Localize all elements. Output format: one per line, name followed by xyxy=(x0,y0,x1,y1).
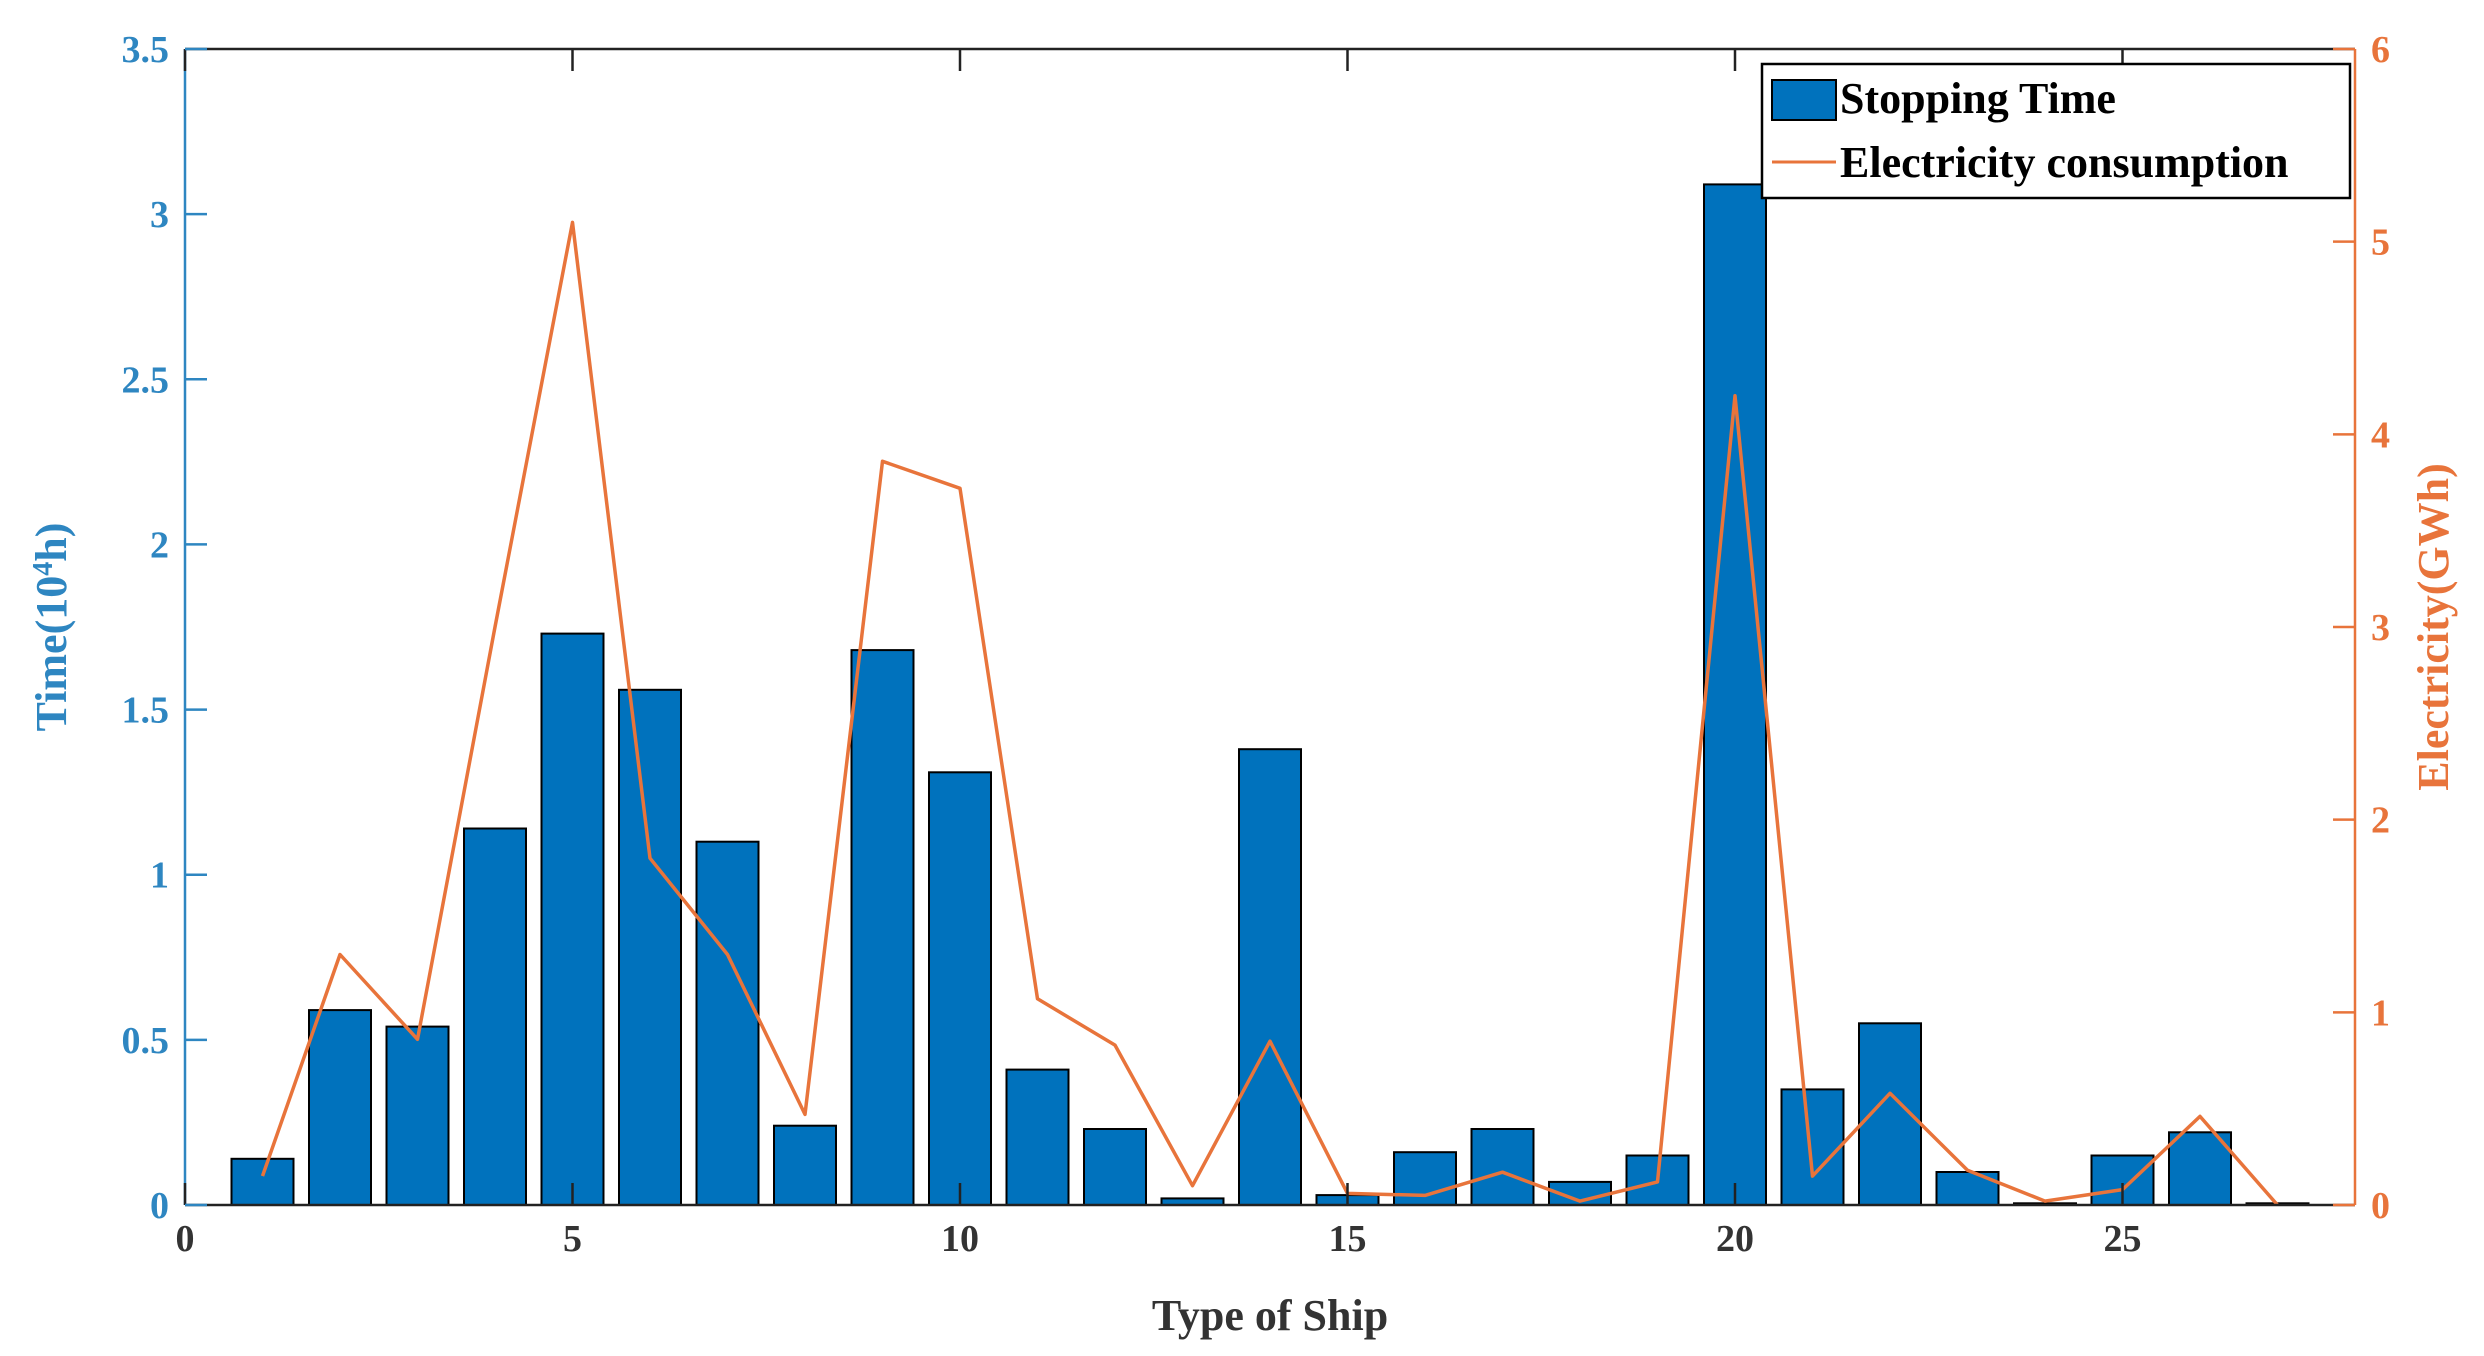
bar-type-23 xyxy=(1935,1171,2000,1206)
y-right-tick-label-2: 2 xyxy=(2371,800,2390,842)
x-tick-label-20: 20 xyxy=(1716,1218,1754,1260)
y-axis-left-label: Time(104h) xyxy=(27,523,76,732)
bar-type-1 xyxy=(230,1157,295,1207)
y-right-tick-label-6: 6 xyxy=(2371,29,2390,71)
y-left-tick-label-0: 0 xyxy=(150,1185,169,1227)
y-left-tick-label-5: 2.5 xyxy=(122,359,170,401)
bar-type-2 xyxy=(308,1009,372,1206)
x-tick-label-25: 25 xyxy=(2104,1218,2142,1260)
y-left-tick-label-3: 1.5 xyxy=(122,690,170,732)
y-right-tick-label-0: 0 xyxy=(2371,1185,2390,1227)
y-left-label-superscript: 4 xyxy=(28,562,59,576)
x-tick-label-10: 10 xyxy=(941,1218,979,1260)
bar-type-17 xyxy=(1470,1128,1535,1206)
x-axis-label: Type of Ship xyxy=(1152,1291,1388,1340)
bar-type-5 xyxy=(540,632,605,1206)
y-left-tick-label-4: 2 xyxy=(150,524,169,566)
legend: Stopping Time Electricity consumption xyxy=(1760,62,2352,200)
y-right-tick-label-5: 5 xyxy=(2371,222,2390,264)
bar-type-6 xyxy=(618,688,682,1206)
x-tick-label-0: 0 xyxy=(176,1218,195,1260)
y-left-label-main: Time(10 xyxy=(27,576,76,732)
bar-type-14 xyxy=(1238,748,1302,1206)
x-tick-label-15: 15 xyxy=(1329,1218,1367,1260)
legend-label-electricity: Electricity consumption xyxy=(1840,138,2289,187)
bar-type-3 xyxy=(385,1025,450,1206)
bar-type-10 xyxy=(928,771,992,1206)
bar-type-12 xyxy=(1083,1128,1147,1206)
y-right-tick-label-4: 4 xyxy=(2371,414,2390,456)
y-left-tick-label-7: 3.5 xyxy=(122,29,170,71)
y-left-tick-label-6: 3 xyxy=(150,194,169,236)
ticks: 0 5 10 15 20 25 0 0.5 1 1.5 2 2.5 3 3.5 0 1 2 3 4 5 6 xyxy=(122,29,2391,1260)
line-electricity-consumption xyxy=(260,220,2279,1207)
y-right-tick-label-3: 3 xyxy=(2371,607,2390,649)
y-right-tick-label-1: 1 xyxy=(2371,992,2390,1034)
legend-swatch-stopping-time xyxy=(1771,79,1837,121)
y-axis-right-label: Electricity(GWh) xyxy=(2409,463,2458,790)
bar-type-20 xyxy=(1703,183,1767,1206)
y-left-label-suffix: h) xyxy=(27,523,76,562)
y-left-tick-label-1: 0.5 xyxy=(122,1020,170,1062)
x-tick-label-5: 5 xyxy=(563,1218,582,1260)
y-left-tick-label-2: 1 xyxy=(150,855,169,897)
bar-type-21 xyxy=(1780,1088,1845,1207)
legend-box xyxy=(1760,62,2352,200)
bar-type-11 xyxy=(1005,1068,1070,1206)
line-series-electricity xyxy=(260,220,2279,1207)
legend-label-stopping-time: Stopping Time xyxy=(1840,74,2116,123)
bar-type-4 xyxy=(463,827,527,1206)
bar-series-stopping-time xyxy=(230,183,2310,1207)
bar-type-7 xyxy=(695,840,760,1206)
bar-type-8 xyxy=(773,1124,837,1206)
bar-type-9 xyxy=(850,649,915,1206)
